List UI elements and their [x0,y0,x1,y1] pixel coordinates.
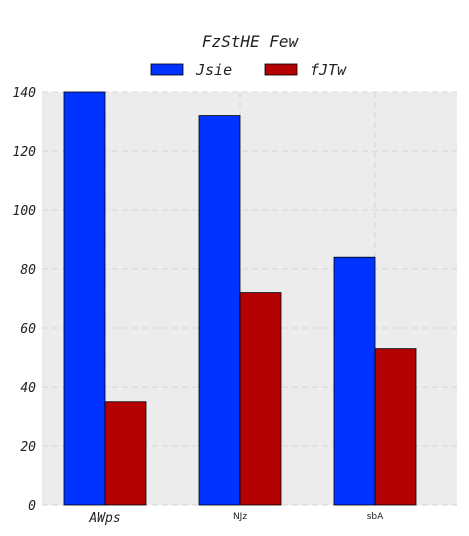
legend-swatch-fjtw [264,63,298,76]
x-axis-ticks: AWps NJz sbA [88,511,384,526]
bar-jsie-awps [63,91,106,506]
bars [63,91,417,506]
legend-swatch-jsie [150,63,184,76]
legend-label-fjtw: fJTw [310,61,347,79]
y-tick-label: 100 [13,204,37,219]
y-tick-label: 20 [20,440,36,455]
x-tick-label: NJz [233,512,247,522]
bar-jsie-njz [198,115,241,506]
y-tick-label: 140 [13,86,37,101]
y-tick-label: 0 [28,499,36,514]
y-tick-label: 120 [13,145,37,160]
x-tick-label: AWps [88,511,120,526]
y-tick-label: 80 [20,263,36,278]
y-tick-label: 40 [20,381,36,396]
legend-label-jsie: Jsie [195,61,232,79]
y-axis-ticks: 0 20 40 60 80 100 120 140 [13,86,37,514]
y-tick-label: 60 [20,322,36,337]
chart-title: FzStHE Few [202,32,300,51]
legend: Jsie fJTw [150,61,347,79]
x-tick-label: sbA [367,512,384,522]
bar-fjtw-njz [239,292,282,506]
bar-fjtw-awps [104,401,147,506]
bar-jsie-sba [333,256,376,506]
bar-fjtw-sba [374,348,417,506]
